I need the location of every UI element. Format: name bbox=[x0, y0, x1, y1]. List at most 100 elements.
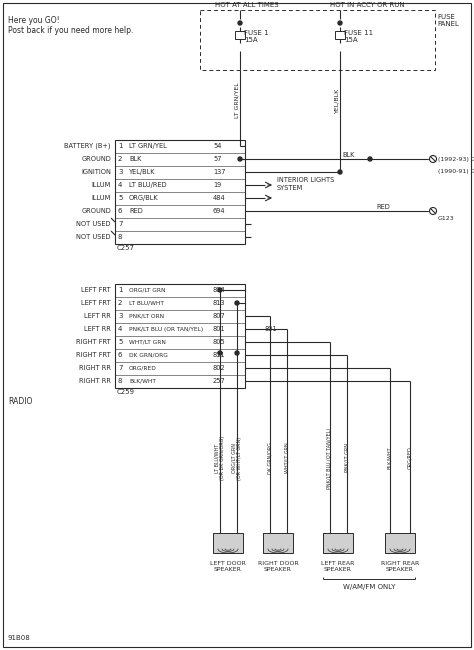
Bar bbox=[213, 533, 243, 553]
Text: BLK: BLK bbox=[343, 152, 355, 158]
Text: BATTERY (B+): BATTERY (B+) bbox=[64, 143, 111, 150]
Circle shape bbox=[235, 351, 239, 355]
Circle shape bbox=[218, 351, 222, 355]
Bar bbox=[335, 31, 345, 39]
Text: ILLUM: ILLUM bbox=[92, 195, 111, 201]
Text: NOT USED: NOT USED bbox=[76, 221, 111, 227]
Text: 3: 3 bbox=[118, 169, 122, 175]
Text: PNK/LT ORN: PNK/LT ORN bbox=[129, 313, 164, 318]
Circle shape bbox=[338, 21, 342, 25]
Circle shape bbox=[218, 288, 222, 292]
Text: 694: 694 bbox=[213, 208, 226, 214]
Text: RIGHT RR: RIGHT RR bbox=[79, 378, 111, 384]
Text: RADIO: RADIO bbox=[8, 398, 32, 406]
Text: 801: 801 bbox=[213, 326, 226, 332]
Text: G123: G123 bbox=[438, 216, 455, 222]
Text: 3: 3 bbox=[118, 313, 122, 319]
Text: 19: 19 bbox=[213, 182, 221, 188]
Text: GROUND: GROUND bbox=[81, 208, 111, 214]
Text: WHT/LT GRN: WHT/LT GRN bbox=[284, 443, 290, 473]
Text: C257: C257 bbox=[117, 245, 135, 251]
Text: LT BLU/WHT
(OR DK GRN/ORG): LT BLU/WHT (OR DK GRN/ORG) bbox=[215, 436, 226, 480]
Text: W/AM/FM ONLY: W/AM/FM ONLY bbox=[343, 584, 395, 590]
Circle shape bbox=[429, 155, 437, 162]
Text: DK GRN/ORG: DK GRN/ORG bbox=[129, 352, 168, 358]
Text: HOT AT ALL TIMES: HOT AT ALL TIMES bbox=[215, 2, 279, 8]
Text: LEFT FRT: LEFT FRT bbox=[82, 300, 111, 306]
Text: YEL/BLK: YEL/BLK bbox=[335, 87, 339, 112]
Text: ILLUM: ILLUM bbox=[92, 182, 111, 188]
Text: 811: 811 bbox=[213, 352, 226, 358]
Text: BLK/WHT: BLK/WHT bbox=[129, 378, 156, 383]
Text: LT BLU/RED: LT BLU/RED bbox=[129, 182, 167, 188]
Text: 807: 807 bbox=[213, 313, 226, 319]
Bar bbox=[323, 533, 353, 553]
Text: INTERIOR LIGHTS
SYSTEM: INTERIOR LIGHTS SYSTEM bbox=[277, 177, 334, 190]
Text: RIGHT DOOR
SPEAKER: RIGHT DOOR SPEAKER bbox=[258, 561, 298, 572]
Text: ORG/RED: ORG/RED bbox=[129, 365, 157, 370]
Text: ORG/RED: ORG/RED bbox=[408, 447, 412, 469]
Text: 802: 802 bbox=[213, 365, 226, 371]
Circle shape bbox=[238, 21, 242, 25]
Text: RIGHT FRT: RIGHT FRT bbox=[76, 352, 111, 358]
Text: C259: C259 bbox=[117, 389, 135, 395]
Text: 6: 6 bbox=[118, 352, 122, 358]
Text: 5: 5 bbox=[118, 195, 122, 201]
Text: 54: 54 bbox=[213, 143, 221, 149]
Text: RED: RED bbox=[376, 204, 390, 210]
Bar bbox=[115, 284, 245, 388]
Circle shape bbox=[238, 157, 242, 161]
Text: PNK/LT BLU (OT TAN/YEL): PNK/LT BLU (OT TAN/YEL) bbox=[328, 428, 332, 489]
Text: WHT/LT GRN: WHT/LT GRN bbox=[129, 339, 166, 344]
Text: RIGHT RR: RIGHT RR bbox=[79, 365, 111, 371]
Bar bbox=[385, 533, 415, 553]
Text: LEFT RR: LEFT RR bbox=[84, 326, 111, 332]
Bar bbox=[115, 140, 245, 244]
Text: 2: 2 bbox=[118, 300, 122, 306]
Text: 57: 57 bbox=[213, 156, 221, 162]
Text: LEFT FRT: LEFT FRT bbox=[82, 287, 111, 293]
Text: 484: 484 bbox=[213, 195, 226, 201]
Circle shape bbox=[235, 301, 239, 305]
Text: 91B08: 91B08 bbox=[8, 635, 31, 641]
Text: 8: 8 bbox=[118, 378, 122, 384]
Text: 1: 1 bbox=[118, 287, 122, 293]
Text: 2: 2 bbox=[118, 156, 122, 162]
Text: LEFT REAR
SPEAKER: LEFT REAR SPEAKER bbox=[321, 561, 355, 572]
Text: 7: 7 bbox=[118, 221, 122, 227]
Circle shape bbox=[368, 157, 372, 161]
Text: PNK/LT BLU (OR TAN/YEL): PNK/LT BLU (OR TAN/YEL) bbox=[129, 326, 203, 332]
Text: 813: 813 bbox=[213, 300, 226, 306]
Bar bbox=[235, 31, 245, 39]
Text: HOT IN ACCY OR RUN: HOT IN ACCY OR RUN bbox=[330, 2, 405, 8]
Text: 4: 4 bbox=[118, 326, 122, 332]
Text: 257: 257 bbox=[213, 378, 226, 384]
Text: NOT USED: NOT USED bbox=[76, 234, 111, 240]
Text: 1: 1 bbox=[118, 143, 122, 149]
Text: (1992-93) G200: (1992-93) G200 bbox=[438, 157, 474, 161]
Text: RED: RED bbox=[129, 208, 143, 214]
Text: 137: 137 bbox=[213, 169, 226, 175]
Text: 4: 4 bbox=[118, 182, 122, 188]
Text: FUSE
PANEL: FUSE PANEL bbox=[437, 14, 459, 27]
Text: Here you GO!
Post back if you need more help.: Here you GO! Post back if you need more … bbox=[8, 16, 133, 35]
Text: PNK/LT GRN: PNK/LT GRN bbox=[345, 443, 349, 473]
Text: 8: 8 bbox=[118, 234, 122, 240]
Text: IGNITION: IGNITION bbox=[81, 169, 111, 175]
Text: ORG/LT GRN
(OR WHT/LT GRN): ORG/LT GRN (OR WHT/LT GRN) bbox=[232, 436, 242, 480]
Text: 5: 5 bbox=[118, 339, 122, 345]
Text: LT BLU/WHT: LT BLU/WHT bbox=[129, 300, 164, 306]
Text: 805: 805 bbox=[213, 339, 226, 345]
Text: 804: 804 bbox=[213, 287, 226, 293]
Text: LT GRN/YEL: LT GRN/YEL bbox=[235, 82, 239, 118]
Text: 801: 801 bbox=[265, 326, 278, 332]
Text: LT GRN/YEL: LT GRN/YEL bbox=[129, 143, 167, 149]
Text: DK GRN/ORG: DK GRN/ORG bbox=[267, 442, 273, 474]
Text: 7: 7 bbox=[118, 365, 122, 371]
Text: ORG/BLK: ORG/BLK bbox=[129, 195, 159, 201]
Text: LEFT DOOR
SPEAKER: LEFT DOOR SPEAKER bbox=[210, 561, 246, 572]
Text: ORG/LT GRN: ORG/LT GRN bbox=[129, 287, 165, 292]
Text: GROUND: GROUND bbox=[81, 156, 111, 162]
Text: 6: 6 bbox=[118, 208, 122, 214]
Text: (1990-91) G100: (1990-91) G100 bbox=[438, 170, 474, 174]
